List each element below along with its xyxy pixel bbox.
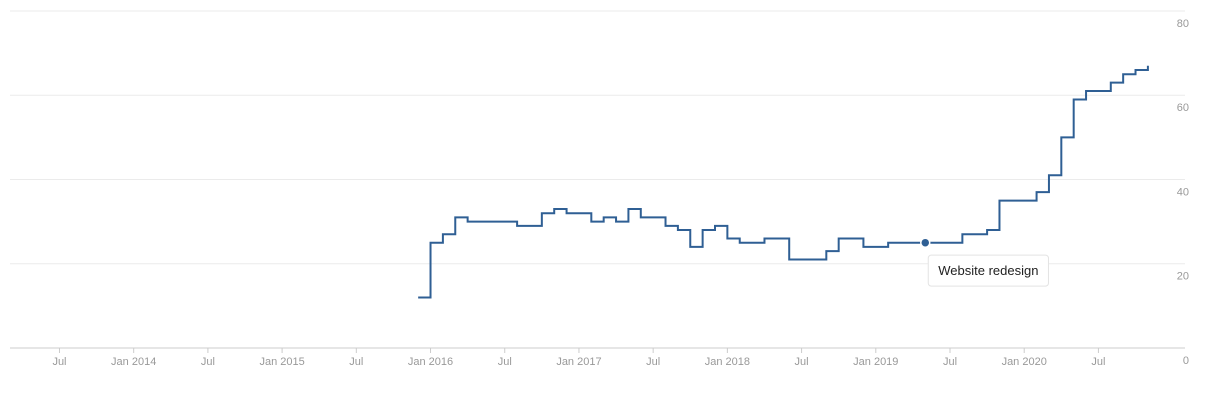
y-tick-label: 20 [1177,271,1189,283]
x-tick-label: Jan 2016 [408,356,453,368]
x-tick-label: Jan 2015 [259,356,304,368]
y-tick-label: 80 [1177,18,1189,30]
x-tick-label: Jul [201,356,215,368]
annotation: Website redesign [927,254,1049,287]
x-tick-label: Jul [943,356,957,368]
annotation-marker [920,237,931,248]
x-tick-label: Jul [795,356,809,368]
y-tick-label: 40 [1177,186,1189,198]
x-tick-label: Jan 2020 [1002,356,1047,368]
annotation-box [927,254,1049,287]
x-tick-label: Jan 2014 [111,356,156,368]
x-tick-label: Jan 2018 [705,356,750,368]
x-tick-label: Jul [646,356,660,368]
x-tick-label: Jul [349,356,363,368]
annotation-text: Website redesign [938,263,1038,278]
x-tick-label: Jan 2017 [556,356,601,368]
data-line [418,65,1149,299]
x-tick-label: Jul [498,356,512,368]
x-tick-label: Jul [1091,356,1105,368]
y-tick-label: 60 [1177,102,1189,114]
y-tick-label: 0 [1183,355,1189,367]
x-tick-label: Jan 2019 [853,356,898,368]
x-tick-label: Jul [52,356,66,368]
